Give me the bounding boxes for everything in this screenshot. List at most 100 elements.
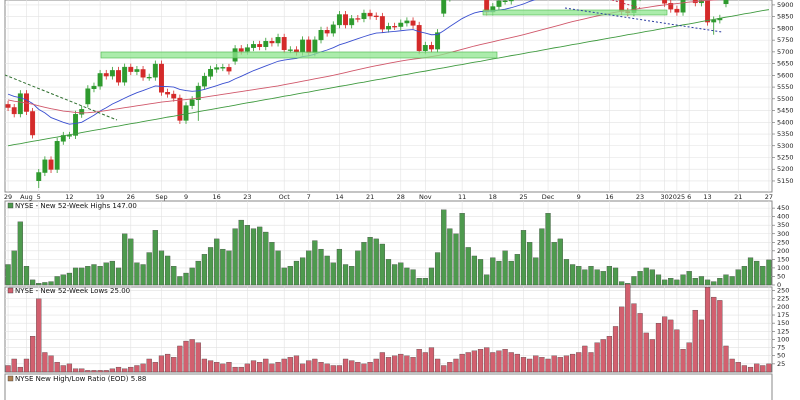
x-tick-label: 13	[703, 193, 711, 201]
bar	[269, 242, 275, 286]
bar	[551, 355, 557, 373]
bar	[576, 266, 582, 286]
bar	[183, 272, 189, 286]
candle-body	[711, 19, 717, 23]
bar	[766, 363, 772, 373]
bar	[79, 368, 85, 373]
y-tick-label: 5500	[777, 95, 794, 103]
y-tick-label: 250	[777, 238, 789, 246]
bar	[527, 358, 533, 373]
bar	[342, 264, 349, 286]
y-tick-label: 175	[777, 311, 789, 319]
candle-body	[73, 114, 79, 136]
y-tick-label: 5600	[777, 71, 794, 79]
bar	[177, 276, 183, 286]
bar	[324, 255, 330, 286]
bar	[379, 352, 385, 373]
candle-body	[312, 39, 318, 54]
bar	[214, 238, 220, 286]
bar	[600, 271, 606, 286]
moving-average-line	[7, 0, 536, 125]
bar	[471, 350, 478, 373]
bar	[312, 358, 318, 373]
bar	[735, 362, 741, 373]
bar	[201, 254, 208, 286]
bar	[514, 353, 520, 373]
bar	[625, 283, 631, 373]
bar	[385, 259, 392, 286]
bar	[306, 250, 312, 286]
candle-body	[244, 47, 250, 52]
bar	[410, 269, 416, 286]
bar	[582, 269, 588, 286]
x-tick-label: Nov	[419, 193, 432, 201]
candle-body	[152, 63, 158, 78]
bar	[422, 278, 428, 286]
candle-body	[441, 0, 447, 14]
bar	[680, 349, 686, 373]
y-tick-label: 50	[777, 352, 785, 360]
y-tick-label: 5200	[777, 165, 794, 173]
candle-body	[349, 18, 355, 26]
bar	[619, 306, 625, 373]
bar	[275, 250, 281, 286]
bar	[158, 250, 165, 286]
support-zone	[100, 51, 498, 59]
bar	[551, 242, 557, 286]
bar	[385, 357, 392, 373]
bar	[97, 266, 103, 286]
bar	[557, 357, 563, 373]
y-tick-label: 5750	[777, 36, 794, 44]
bar	[336, 365, 343, 373]
bar	[434, 358, 441, 373]
bar	[729, 276, 735, 286]
candle-body	[11, 107, 17, 115]
x-tick-label: 11	[458, 193, 466, 201]
y-tick-label: 75	[777, 344, 785, 352]
candle-body	[122, 66, 128, 83]
y-tick-label: 225	[777, 295, 789, 303]
bar	[496, 350, 502, 373]
y-tick-label: 150	[777, 319, 789, 327]
bar	[404, 267, 410, 286]
trend-line	[564, 7, 723, 33]
bar	[152, 230, 158, 286]
y-tick-label: 0	[777, 281, 781, 289]
candle-body	[251, 44, 256, 48]
bar	[122, 368, 128, 373]
bar	[668, 278, 674, 286]
title-swatch	[7, 202, 14, 209]
bar	[422, 352, 428, 373]
candle-body	[410, 20, 416, 26]
bar	[128, 238, 134, 286]
bar	[367, 237, 373, 286]
y-tick-label: 200	[777, 247, 789, 255]
bar	[410, 357, 416, 373]
bar	[428, 347, 435, 373]
bar	[299, 257, 306, 286]
bar	[416, 278, 422, 286]
bar	[324, 363, 330, 373]
x-tick-label: 29	[4, 193, 12, 201]
bar	[17, 366, 23, 373]
bar	[140, 363, 146, 373]
bar	[72, 267, 79, 286]
candle-body	[398, 22, 404, 27]
bar	[723, 274, 729, 286]
bar	[115, 267, 122, 286]
bar	[152, 362, 158, 373]
x-tick-label: Dec	[542, 193, 555, 201]
bar	[686, 271, 692, 286]
y-tick-label: 5550	[777, 83, 794, 91]
candle-body	[42, 159, 48, 173]
x-tick-label: 27	[765, 193, 773, 201]
bar	[612, 326, 619, 373]
y-tick-label: 150	[777, 255, 789, 263]
candle-body	[60, 135, 66, 142]
y-tick-label: 5150	[777, 177, 794, 185]
bar	[502, 349, 508, 373]
bar	[146, 358, 152, 373]
lows-plot	[5, 283, 772, 373]
bar	[134, 365, 140, 373]
candle-body	[159, 63, 164, 93]
